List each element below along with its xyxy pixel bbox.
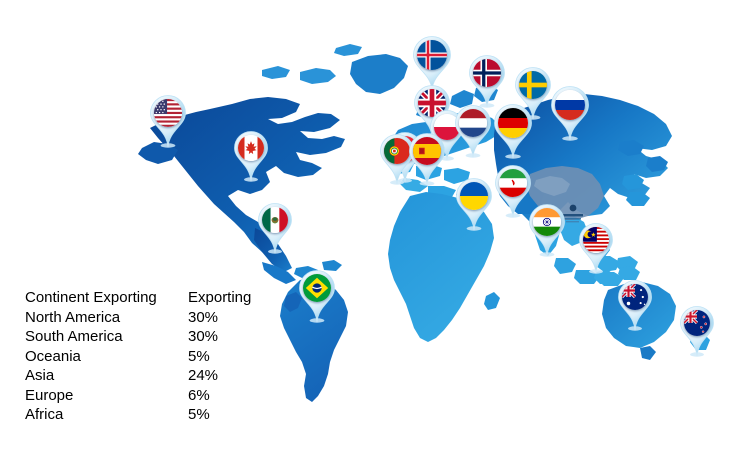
flag-graphic	[473, 59, 501, 87]
flag-icon-germany	[498, 108, 528, 138]
flag-icon-poland	[434, 114, 460, 140]
table-cell-continent: South America	[25, 328, 123, 345]
flag-graphic	[238, 135, 264, 161]
table-row: Asia 24%	[25, 366, 251, 386]
table-cell-value: 30%	[188, 328, 219, 345]
table-cell-value: 5%	[188, 347, 210, 365]
table-header-value: Exporting	[188, 289, 252, 306]
flag-graphic	[622, 284, 648, 310]
flag-icon-spain	[413, 137, 441, 165]
table-cell-continent: Europe	[25, 386, 74, 404]
flag-graphic	[262, 207, 288, 233]
table-header-row: Continent Exporting Exporting	[25, 288, 251, 308]
table-header-continent: Continent Exporting	[25, 289, 157, 306]
table-row: Oceania 5%	[25, 347, 251, 367]
table-cell-value: 5%	[188, 406, 210, 423]
flag-icon-portugal	[384, 138, 410, 164]
flag-graphic	[303, 274, 331, 302]
flag-graphic	[154, 99, 182, 127]
flag-icon-usa	[154, 99, 182, 127]
table-row: South America 30%	[25, 327, 251, 347]
table-cell-value: 30%	[188, 308, 219, 326]
flag-graphic	[384, 138, 410, 164]
flag-graphic	[459, 109, 487, 137]
table-cell-continent: Africa	[25, 406, 64, 423]
table-cell-continent: North America	[25, 308, 121, 326]
flag-icon-iceland	[417, 40, 447, 70]
flag-graphic	[417, 40, 447, 70]
flag-icon-mexico	[262, 207, 288, 233]
flag-icon-brazil	[303, 274, 331, 302]
table-cell-value: 6%	[188, 386, 210, 404]
table-row: Africa 5%	[25, 405, 251, 425]
flag-graphic	[460, 182, 488, 210]
flag-icon-netherlands	[459, 109, 487, 137]
flag-icon-newzealand	[684, 310, 710, 336]
table-cell-value: 24%	[188, 367, 219, 384]
china-factory-logo	[563, 204, 583, 223]
flag-graphic	[499, 169, 527, 197]
table-cell-continent: Oceania	[25, 347, 81, 365]
flag-graphic	[519, 71, 547, 99]
flag-graphic	[498, 108, 528, 138]
flag-icon-iran	[499, 169, 527, 197]
landmass-south-america	[280, 278, 348, 402]
table-cell-continent: Asia	[25, 367, 55, 384]
exporting-table: Continent Exporting Exporting North Ameri…	[25, 288, 251, 425]
flag-graphic	[583, 227, 609, 253]
flag-graphic	[413, 137, 441, 165]
flag-icon-sweden	[519, 71, 547, 99]
table-row: Europe 6%	[25, 386, 251, 406]
flag-icon-canada	[238, 135, 264, 161]
flag-icon-norway	[473, 59, 501, 87]
flag-graphic	[684, 310, 710, 336]
flag-graphic	[533, 208, 561, 236]
flag-icon-ukraine	[460, 182, 488, 210]
landmass-greenland-arctic	[262, 44, 408, 94]
table-row: North America 30%	[25, 308, 251, 328]
flag-icon-malaysia	[583, 227, 609, 253]
flag-graphic	[434, 114, 460, 140]
flag-icon-australia	[622, 284, 648, 310]
flag-icon-russia	[555, 90, 585, 120]
flag-graphic	[555, 90, 585, 120]
flag-icon-india	[533, 208, 561, 236]
